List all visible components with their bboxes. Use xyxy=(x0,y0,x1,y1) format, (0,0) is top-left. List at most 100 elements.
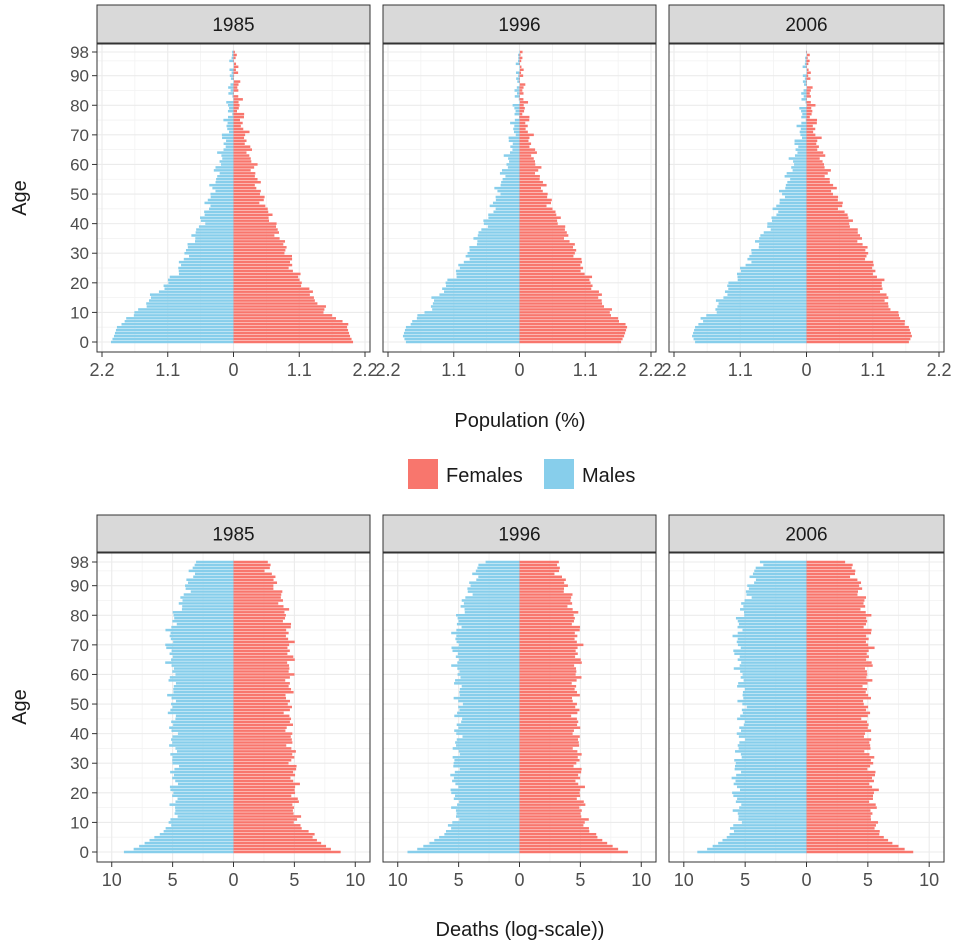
bar-male-age-4 xyxy=(115,328,234,332)
bar-female-age-38 xyxy=(806,738,872,741)
bar-female-age-72 xyxy=(233,637,289,641)
bar-male-age-92 xyxy=(476,578,520,582)
bar-female-age-47 xyxy=(519,711,578,715)
panel-2006: 2006 10 5 0 5 10 xyxy=(668,514,945,890)
bar-male-age-42 xyxy=(169,726,234,729)
bar-male-age-82 xyxy=(181,608,234,611)
bar-male-age-92 xyxy=(755,578,807,582)
bar-male-age-39 xyxy=(487,225,520,228)
bar-female-age-31 xyxy=(519,759,580,762)
bar-male-age-68 xyxy=(794,139,807,143)
bar-male-age-19 xyxy=(727,284,807,288)
bar-male-age-10 xyxy=(424,311,520,314)
bar-male-age-58 xyxy=(455,679,520,682)
bar-male-age-89 xyxy=(516,77,520,80)
bar-male-age-29 xyxy=(189,254,234,258)
bar-female-age-30 xyxy=(806,761,874,765)
bar-female-age-55 xyxy=(519,687,575,691)
bar-female-age-74 xyxy=(233,631,289,635)
bar-male-age-73 xyxy=(514,124,520,128)
bar-female-age-46 xyxy=(806,204,843,208)
bar-male-age-9 xyxy=(417,314,520,317)
bar-female-age-20 xyxy=(806,281,882,285)
bar-female-age-2 xyxy=(233,334,351,338)
bar-female-age-25 xyxy=(519,776,581,780)
bar-male-age-24 xyxy=(452,779,520,783)
bar-male-age-65 xyxy=(512,148,520,151)
bar-female-age-37 xyxy=(806,231,858,234)
bar-male-age-30 xyxy=(751,251,807,255)
y-tick-label: 20 xyxy=(70,784,89,803)
bar-male-age-38 xyxy=(770,228,807,231)
bar-female-age-15 xyxy=(806,296,889,299)
bar-male-age-27 xyxy=(741,770,807,774)
bar-male-age-48 xyxy=(170,708,234,712)
bar-female-age-39 xyxy=(806,225,850,228)
bar-female-age-3 xyxy=(519,331,626,335)
bar-female-age-76 xyxy=(519,115,530,119)
bar-female-age-66 xyxy=(233,655,294,658)
bar-male-age-32 xyxy=(172,756,234,759)
bar-female-age-16 xyxy=(806,803,876,806)
bar-male-age-41 xyxy=(483,219,520,222)
bar-female-age-49 xyxy=(806,195,839,199)
bar-female-age-49 xyxy=(233,705,292,709)
bar-female-age-58 xyxy=(519,169,539,172)
bar-male-age-3 xyxy=(144,841,234,845)
facet-strip xyxy=(668,4,945,44)
bar-female-age-86 xyxy=(519,86,524,89)
bar-male-age-49 xyxy=(746,705,807,709)
bar-female-age-67 xyxy=(519,652,578,655)
bar-male-age-91 xyxy=(231,71,234,74)
bar-male-age-69 xyxy=(740,646,807,650)
bar-male-age-70 xyxy=(737,643,807,647)
bar-female-age-63 xyxy=(519,664,575,667)
bar-male-age-79 xyxy=(229,106,234,110)
bar-male-age-21 xyxy=(170,788,234,792)
bar-female-age-91 xyxy=(519,581,565,584)
bar-male-age-91 xyxy=(754,581,807,584)
bar-female-age-13 xyxy=(806,812,873,815)
bar-male-age-68 xyxy=(508,139,520,143)
bar-female-age-91 xyxy=(806,581,862,584)
bar-male-age-84 xyxy=(801,92,807,95)
bar-male-age-84 xyxy=(741,602,807,605)
bar-male-age-43 xyxy=(743,723,807,727)
bar-female-age-55 xyxy=(519,177,540,181)
bar-male-age-93 xyxy=(478,575,520,579)
bar-male-age-5 xyxy=(154,835,234,839)
bar-female-age-42 xyxy=(806,216,849,219)
bar-female-age-83 xyxy=(519,605,568,608)
bar-female-age-46 xyxy=(806,714,868,718)
bar-male-age-26 xyxy=(736,773,807,777)
bar-male-age-6 xyxy=(410,322,520,326)
bar-female-age-61 xyxy=(806,160,823,163)
bar-male-age-39 xyxy=(172,735,234,738)
bar-female-age-65 xyxy=(806,148,818,151)
bar-female-age-39 xyxy=(806,735,864,738)
bar-male-age-87 xyxy=(183,593,234,596)
bar-male-age-79 xyxy=(514,106,520,110)
bar-female-age-97 xyxy=(806,563,853,567)
bar-male-age-38 xyxy=(196,228,234,231)
panel-1996: 1996 10 5 0 5 10 xyxy=(382,514,657,890)
bar-female-age-7 xyxy=(806,830,880,833)
bar-female-age-69 xyxy=(806,136,822,140)
bar-female-age-15 xyxy=(519,806,580,809)
bar-male-age-31 xyxy=(469,249,520,252)
bar-male-age-79 xyxy=(174,616,234,620)
y-tick-label: 90 xyxy=(70,67,89,86)
bar-male-age-83 xyxy=(743,605,807,608)
bar-female-age-7 xyxy=(233,830,309,833)
bar-male-age-89 xyxy=(804,77,807,80)
bar-male-age-29 xyxy=(749,254,807,258)
bar-male-age-33 xyxy=(759,243,807,246)
bar-female-age-57 xyxy=(519,682,572,685)
bar-male-age-40 xyxy=(177,732,234,735)
bar-female-age-68 xyxy=(233,649,290,653)
bar-female-age-42 xyxy=(519,216,561,219)
x-tick-label: 0 xyxy=(514,870,524,890)
bar-female-age-40 xyxy=(519,732,573,735)
bar-male-age-70 xyxy=(458,643,520,647)
